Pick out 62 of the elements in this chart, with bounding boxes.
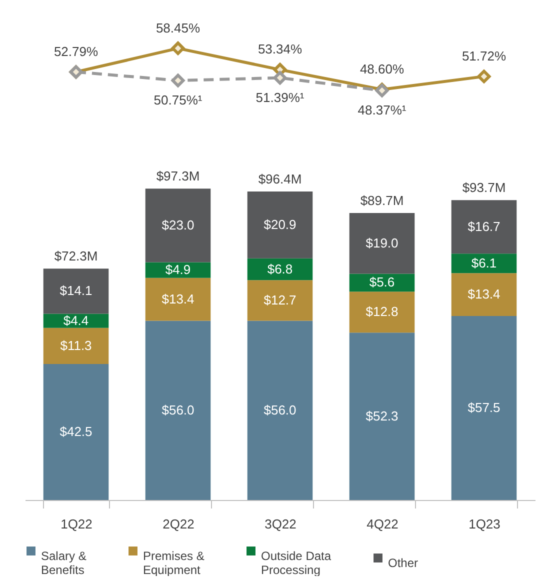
bar [247, 192, 313, 258]
total-label: $89.7M [360, 192, 404, 208]
data-label: $19.0 [366, 235, 398, 250]
data-label: 51.39%¹ [256, 90, 305, 105]
data-label: $23.0 [162, 217, 194, 232]
bar [451, 200, 517, 254]
point [477, 70, 491, 84]
data-label: 53.34% [258, 42, 302, 57]
data-label: $6.1 [471, 255, 497, 270]
total-label: $96.4M [258, 172, 302, 187]
data-label: $4.4 [63, 312, 89, 328]
x-tick-label: 4Q22 [366, 516, 398, 532]
bar [145, 262, 211, 278]
data-label: $56.0 [162, 402, 194, 418]
x-tick-label: 1Q22 [60, 516, 92, 532]
bar [145, 188, 211, 262]
data-label: 48.37%¹ [358, 102, 407, 118]
legend-label: Other [388, 556, 418, 570]
data-label: 58.45% [156, 20, 200, 36]
data-label: $57.5 [468, 400, 500, 415]
data-label: 51.72% [462, 48, 506, 64]
data-label: $14.1 [60, 283, 92, 298]
bar [451, 254, 517, 274]
bar [349, 212, 415, 274]
point [171, 42, 185, 56]
data-label: 52.79% [54, 44, 98, 59]
data-label: $16.7 [468, 218, 500, 234]
bar [43, 328, 109, 364]
bar [247, 258, 313, 280]
data-label: 50.75%¹ [154, 92, 203, 108]
x-tick-label: 3Q22 [264, 516, 296, 532]
data-label: $11.3 [60, 338, 92, 353]
bar [451, 273, 517, 316]
data-label: $12.7 [264, 292, 296, 308]
bar [247, 320, 313, 500]
data-label: $13.4 [162, 291, 194, 306]
data-label: $5.6 [369, 274, 395, 290]
bar [349, 332, 415, 500]
x-tick-label: 1Q23 [468, 516, 500, 532]
point [273, 71, 287, 85]
point [171, 74, 185, 88]
bar [145, 278, 211, 321]
legend-label: Salary & Benefits [41, 549, 86, 577]
data-label: $4.9 [165, 262, 191, 278]
bar [43, 364, 109, 500]
bar [145, 320, 211, 500]
bar [43, 268, 109, 314]
data-label: $56.0 [264, 402, 296, 418]
total-label: $93.7M [462, 180, 506, 196]
data-label: 48.60% [360, 61, 404, 76]
bar [451, 316, 517, 500]
x-tick-label: 2Q22 [162, 516, 194, 532]
bar [349, 292, 415, 333]
data-label: $52.3 [366, 408, 398, 424]
bar [247, 280, 313, 321]
data-label: $20.9 [264, 216, 296, 232]
data-label: $42.5 [60, 424, 92, 439]
total-label: $97.3M [156, 168, 200, 184]
data-label: $6.8 [267, 261, 293, 276]
total-label: $72.3M [54, 248, 98, 264]
data-label: $12.8 [366, 304, 398, 320]
data-label: $13.4 [468, 286, 500, 302]
